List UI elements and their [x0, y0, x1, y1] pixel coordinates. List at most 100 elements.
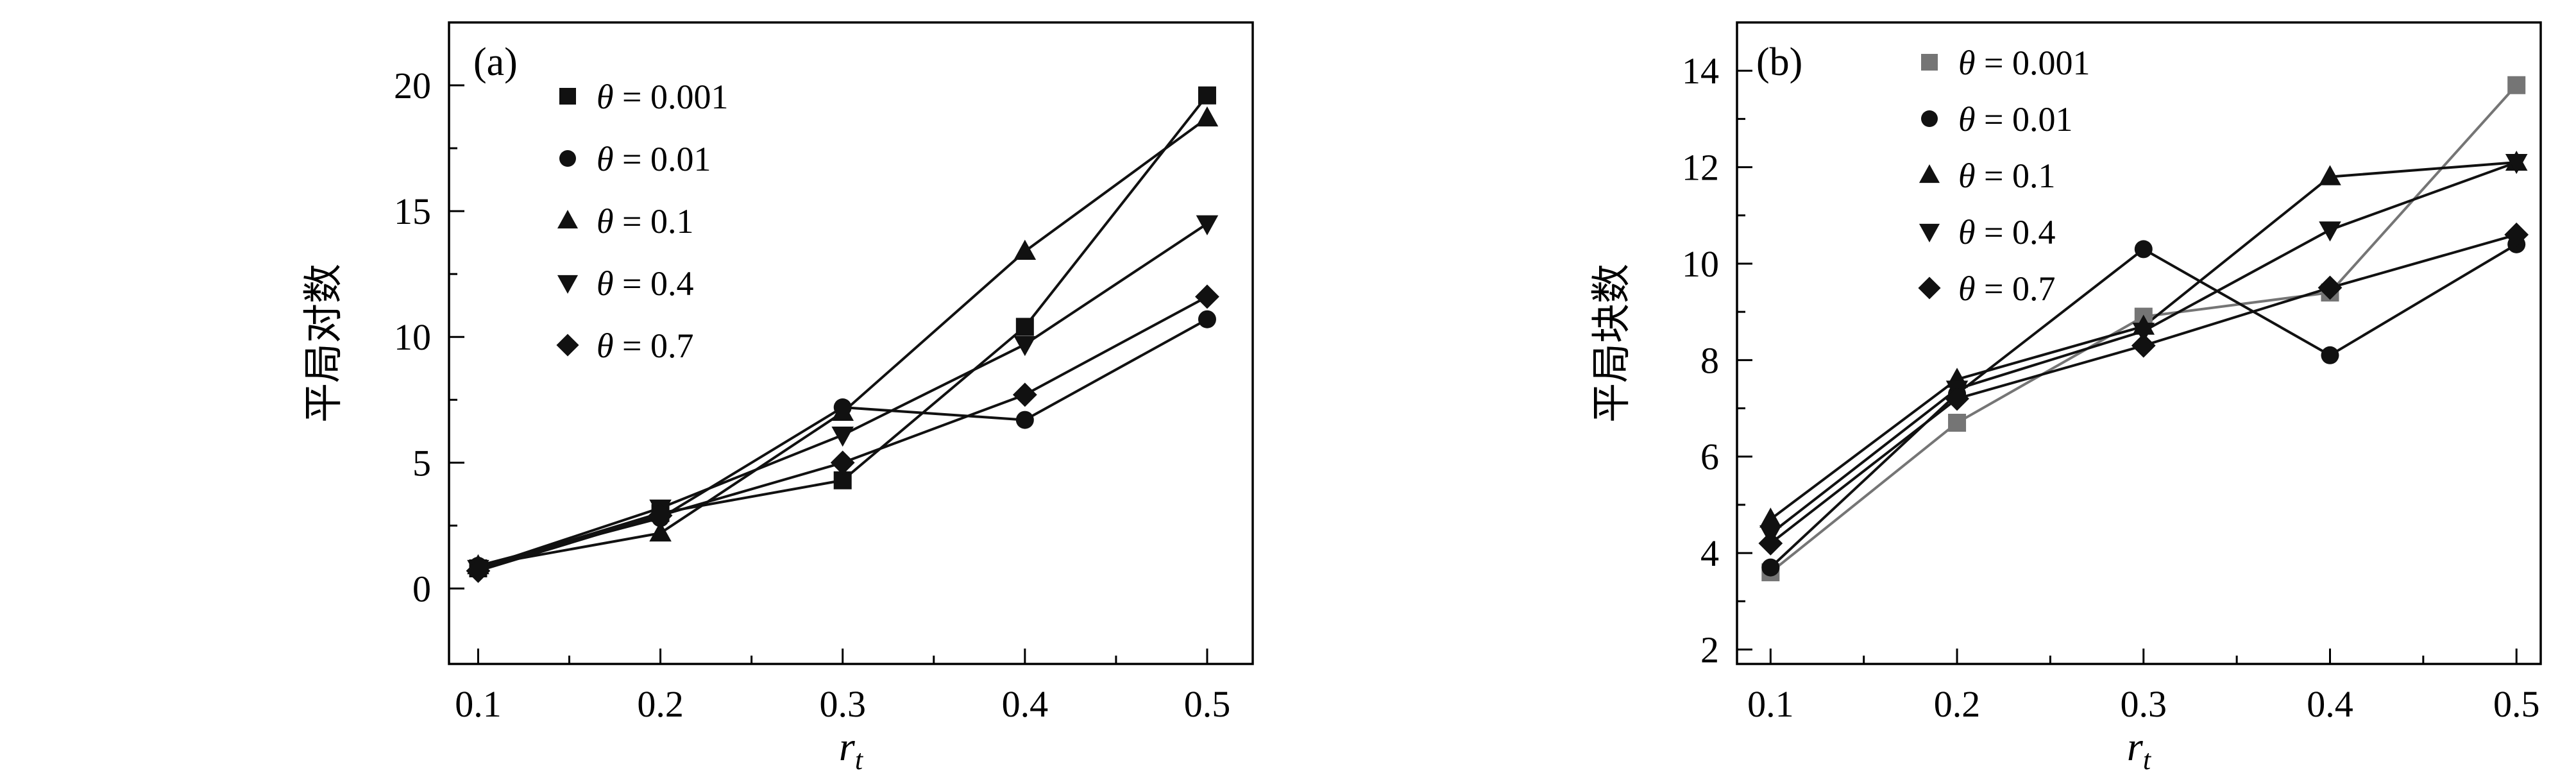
legend-label: θ = 0.1 — [1958, 157, 2056, 195]
series-line — [477, 223, 1208, 570]
panel-label: (b) — [1756, 40, 1802, 84]
legend-marker — [1921, 54, 1938, 71]
legend-value-text: = 0.7 — [1976, 269, 2056, 308]
legend-theta-symbol: θ — [1958, 44, 1976, 82]
legend-marker — [1921, 110, 1938, 127]
panel-label: (a) — [473, 40, 518, 84]
data-point-marker — [2131, 333, 2156, 358]
series-line — [1769, 243, 2518, 569]
data-point-marker — [649, 521, 672, 542]
legend-marker — [556, 334, 579, 357]
legend-theta-symbol: θ — [597, 140, 614, 178]
series-line — [478, 117, 1208, 568]
data-point-marker — [1945, 386, 1969, 411]
chart-panel-a: 0.1 0.2 0.3 0.4 0.5 0 5 10 15 20 rt 平局对数 θ = 0.001 θ … — [302, 21, 1254, 773]
legend-theta-symbol: θ — [1958, 269, 1976, 308]
legend-label: θ = 0.001 — [1958, 44, 2090, 82]
legend-label: θ = 0.7 — [597, 327, 694, 365]
legend-theta-symbol: θ — [597, 78, 614, 116]
legend-marker — [559, 150, 576, 167]
x-axis-tick-label: 0.1 — [455, 683, 502, 725]
x-axis-tick-label: 0.2 — [1934, 683, 1981, 725]
y-axis-tick-label: 15 — [394, 191, 431, 232]
legend-value-text: = 0.4 — [614, 264, 694, 303]
data-point-marker — [831, 427, 854, 447]
y-axis-tick-label: 10 — [1682, 243, 1719, 285]
legend-marker — [559, 88, 576, 105]
y-axis-tick-label: 10 — [394, 316, 431, 358]
x-axis-tick-label: 0.3 — [819, 683, 866, 725]
data-point-marker — [2321, 346, 2339, 364]
legend-label: θ = 0.001 — [597, 78, 729, 116]
legend-value-text: = 0.1 — [1976, 157, 2056, 195]
x-axis-tick-label: 0.4 — [1002, 683, 1049, 725]
x-axis-tick-label: 0.4 — [2307, 683, 2353, 725]
data-point-marker — [1198, 310, 1216, 328]
axis-ticks — [449, 84, 1208, 664]
legend-label: θ = 0.7 — [1958, 269, 2056, 308]
x-axis-tick-label: 0.5 — [2493, 683, 2540, 725]
legend-theta-symbol: θ — [597, 202, 614, 241]
data-point-marker — [1013, 336, 1037, 357]
y-axis-title: 平局对数 — [302, 264, 346, 423]
series-line — [1770, 233, 2517, 545]
y-axis-tick-label: 6 — [1700, 436, 1719, 478]
chart-svg: 0.1 0.2 0.3 0.4 0.5 2 4 6 8 10 12 14 rt 平局块数 θ = 0.001… — [1288, 0, 2576, 773]
x-axis-title-subscript: t — [2143, 744, 2152, 773]
y-axis-tick-label: 20 — [394, 65, 431, 106]
legend-label: θ = 0.01 — [597, 140, 711, 178]
data-point-marker — [1196, 215, 1219, 235]
data-point-marker — [2132, 323, 2155, 343]
data-point-marker — [833, 471, 852, 489]
y-axis-tick-label: 0 — [412, 568, 431, 609]
legend-value-text: = 0.1 — [614, 202, 694, 241]
x-axis-tick-label: 0.2 — [637, 683, 684, 725]
y-axis-title: 平局块数 — [1590, 264, 1634, 423]
plot-frame — [1736, 21, 2542, 665]
data-point-marker — [2318, 275, 2343, 300]
data-point-marker — [648, 503, 673, 528]
data-point-marker — [2507, 76, 2526, 94]
legend-value-text: = 0.001 — [614, 78, 729, 116]
data-point-marker — [1013, 239, 1037, 260]
axis-ticks — [1737, 69, 2518, 664]
legend-value-text: = 0.4 — [1976, 213, 2056, 251]
data-point-marker — [2504, 222, 2529, 247]
legend-theta-symbol: θ — [1958, 157, 1976, 195]
x-axis-title: rt — [839, 724, 864, 773]
legend-theta-symbol: θ — [597, 327, 614, 365]
data-point-marker — [830, 450, 855, 475]
data-point-marker — [1948, 414, 1967, 432]
data-point-marker — [2319, 165, 2341, 185]
y-axis-tick-label: 14 — [1682, 50, 1719, 92]
x-axis-title-main: r — [839, 724, 856, 769]
legend-marker — [557, 210, 579, 229]
y-axis-tick-label: 8 — [1700, 339, 1719, 381]
legend-label: θ = 0.1 — [597, 202, 694, 241]
data-point-marker — [2505, 153, 2528, 174]
legend-theta-symbol: θ — [1958, 100, 1976, 139]
data-point-marker — [1759, 507, 1782, 528]
data-point-marker — [1015, 411, 1034, 429]
data-point-marker — [1758, 531, 1783, 556]
legend-marker — [1919, 223, 1940, 242]
data-point-marker — [2319, 221, 2341, 242]
data-point-marker — [831, 400, 854, 421]
legend-marker — [1918, 276, 1941, 300]
data-point-marker — [1198, 86, 1216, 105]
data-point-marker — [1015, 318, 1034, 336]
data-point-marker — [2134, 240, 2153, 259]
legend-label: θ = 0.01 — [1958, 100, 2073, 139]
legend-value-text: = 0.7 — [614, 327, 694, 365]
legend-label: θ = 0.4 — [1958, 213, 2056, 251]
plot-frame — [448, 21, 1254, 665]
legend-value-text: = 0.001 — [1976, 44, 2090, 82]
chart-panel-b: 0.1 0.2 0.3 0.4 0.5 2 4 6 8 10 12 14 rt 平局块数 θ = 0.001… — [1288, 0, 2576, 773]
legend-theta-symbol: θ — [1958, 213, 1976, 251]
y-axis-tick-label: 2 — [1700, 629, 1719, 670]
x-axis-title-main: r — [2127, 724, 2144, 769]
data-point-marker — [466, 559, 491, 583]
data-point-marker — [1012, 382, 1037, 407]
